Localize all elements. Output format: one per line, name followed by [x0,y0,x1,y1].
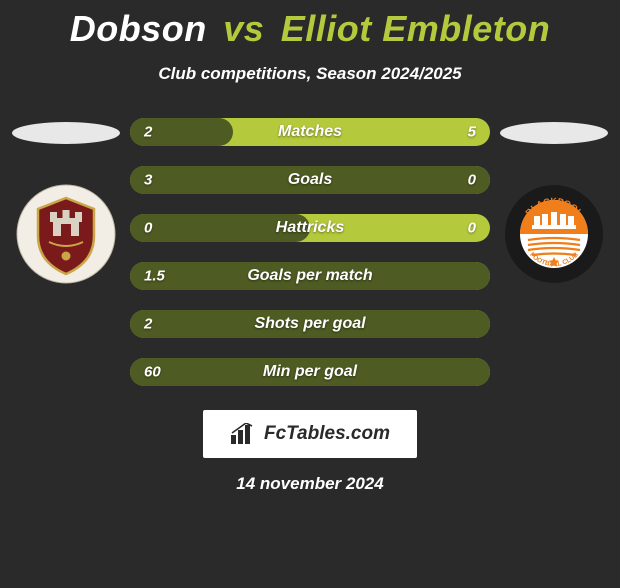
stat-label: Min per goal [263,363,357,381]
branding-text: FcTables.com [264,423,390,445]
stat-value-right: 0 [468,220,476,237]
stat-value-left: 2 [144,124,152,141]
crest-left-icon [16,184,116,284]
stat-label: Goals [288,171,332,189]
stat-row: 0 Hattricks 0 [130,214,490,242]
stat-label: Goals per match [247,267,372,285]
page-title: Dobson vs Elliot Embleton [0,8,620,50]
player1-name: Dobson [70,8,207,49]
stat-value-right: 0 [468,172,476,189]
vs-label: vs [223,8,264,49]
stats-center: 2 Matches 5 3 Goals 0 0 Hattricks 0 1.5 Goals per … [126,118,494,386]
stat-value-left: 60 [144,364,161,381]
stat-label: Matches [278,123,342,141]
subtitle: Club competitions, Season 2024/2025 [0,64,620,84]
branding-badge: FcTables.com [203,410,417,458]
stat-value-left: 2 [144,316,152,333]
player2-club-crest: BLACKPOOL FOOTBALL CLUB [504,184,604,284]
date-label: 14 november 2024 [0,474,620,494]
stat-value-left: 1.5 [144,268,165,285]
stat-label: Hattricks [276,219,344,237]
player2-photo-placeholder [500,122,608,144]
player1-photo-placeholder [12,122,120,144]
right-side-column: BLACKPOOL FOOTBALL CLUB [494,118,614,386]
stat-row: 1.5 Goals per match [130,262,490,290]
crest-right-icon: BLACKPOOL FOOTBALL CLUB [504,184,604,284]
stat-value-left: 3 [144,172,152,189]
fctables-logo-icon [230,423,258,445]
stat-label: Shots per goal [254,315,365,333]
left-side-column [6,118,126,386]
stat-row: 3 Goals 0 [130,166,490,194]
stat-row: 60 Min per goal [130,358,490,386]
player2-name: Elliot Embleton [281,8,551,49]
stat-value-left: 0 [144,220,152,237]
comparison-content: 2 Matches 5 3 Goals 0 0 Hattricks 0 1.5 Goals per … [0,118,620,386]
stat-row: 2 Shots per goal [130,310,490,338]
stat-row: 2 Matches 5 [130,118,490,146]
stat-value-right: 5 [468,124,476,141]
player1-club-crest [16,184,116,284]
